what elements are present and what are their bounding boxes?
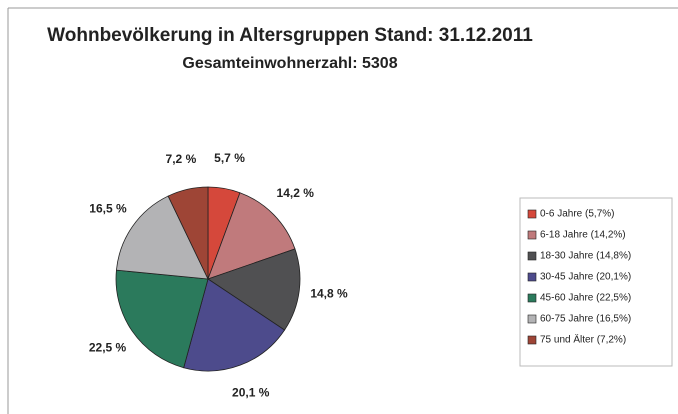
legend-label: 30-45 Jahre (20,1%) bbox=[540, 272, 631, 283]
pie-slice bbox=[115, 269, 209, 369]
legend-label: 0-6 Jahre (5,7%) bbox=[540, 209, 614, 220]
legend-swatch bbox=[527, 335, 537, 345]
pie-slice bbox=[207, 248, 301, 331]
slice-label: 14,2 % bbox=[277, 186, 315, 200]
pie-slice bbox=[183, 278, 286, 372]
legend-swatch bbox=[527, 272, 537, 282]
legend-label: 45-60 Jahre (22,5%) bbox=[540, 293, 631, 304]
legend-swatch bbox=[527, 230, 537, 240]
slice-label: 14,8 % bbox=[310, 287, 348, 301]
legend-swatch bbox=[527, 209, 537, 219]
pie-slice bbox=[167, 186, 209, 280]
legend-label: 60-75 Jahre (16,5%) bbox=[540, 314, 631, 325]
slice-label: 7,2 % bbox=[166, 152, 197, 166]
pie-slice bbox=[115, 195, 209, 280]
pie-slice bbox=[207, 192, 296, 280]
legend-label: 18-30 Jahre (14,8%) bbox=[540, 251, 631, 262]
legend-label: 75 und Älter (7,2%) bbox=[540, 334, 626, 346]
slice-label: 20,1 % bbox=[232, 385, 270, 399]
chart-subtitle: Gesamteinwohnerzahl: 5308 bbox=[182, 55, 397, 72]
legend-swatch bbox=[527, 314, 537, 324]
chart-title: Wohnbevölkerung in Altersgruppen Stand: … bbox=[47, 25, 533, 46]
legend-box bbox=[519, 197, 673, 367]
legend-label: 6-18 Jahre (14,2%) bbox=[540, 230, 626, 241]
legend-swatch bbox=[527, 251, 537, 261]
slice-label: 5,7 % bbox=[214, 151, 245, 165]
slice-label: 22,5 % bbox=[89, 340, 127, 354]
slice-label: 16,5 % bbox=[89, 201, 127, 215]
legend-swatch bbox=[527, 293, 537, 303]
